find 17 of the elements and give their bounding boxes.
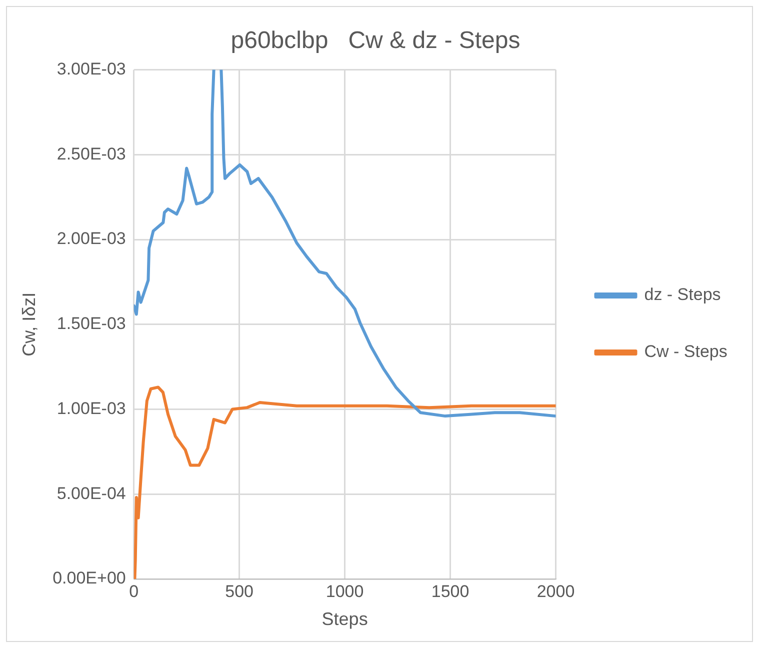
y-tick-label: 1.00E-03 — [56, 398, 126, 418]
x-tick-label: 1500 — [431, 582, 470, 601]
y-tick-label: 2.00E-03 — [56, 229, 126, 248]
x-tick-label: 2000 — [536, 582, 575, 601]
y-tick-label: 1.50E-03 — [56, 314, 126, 334]
x-tick-label: 500 — [225, 582, 254, 601]
y-axis-title: Cw, IδzI — [18, 292, 39, 356]
y-tick-label: 0.00E+00 — [52, 568, 126, 588]
x-axis-title: Steps — [322, 609, 368, 630]
y-tick-label: 5.00E-04 — [56, 484, 126, 503]
y-tick-label: 2.50E-03 — [56, 144, 126, 164]
x-tick-label: 1000 — [326, 582, 364, 601]
x-tick-label: 0 — [129, 582, 139, 601]
legend-label: dz - Steps — [644, 285, 721, 304]
legend-label: Cw - Steps — [644, 342, 728, 362]
y-tick-label: 3.00E-03 — [56, 59, 126, 78]
chart-title: p60bclbp Cw & dz - Steps — [230, 27, 520, 54]
